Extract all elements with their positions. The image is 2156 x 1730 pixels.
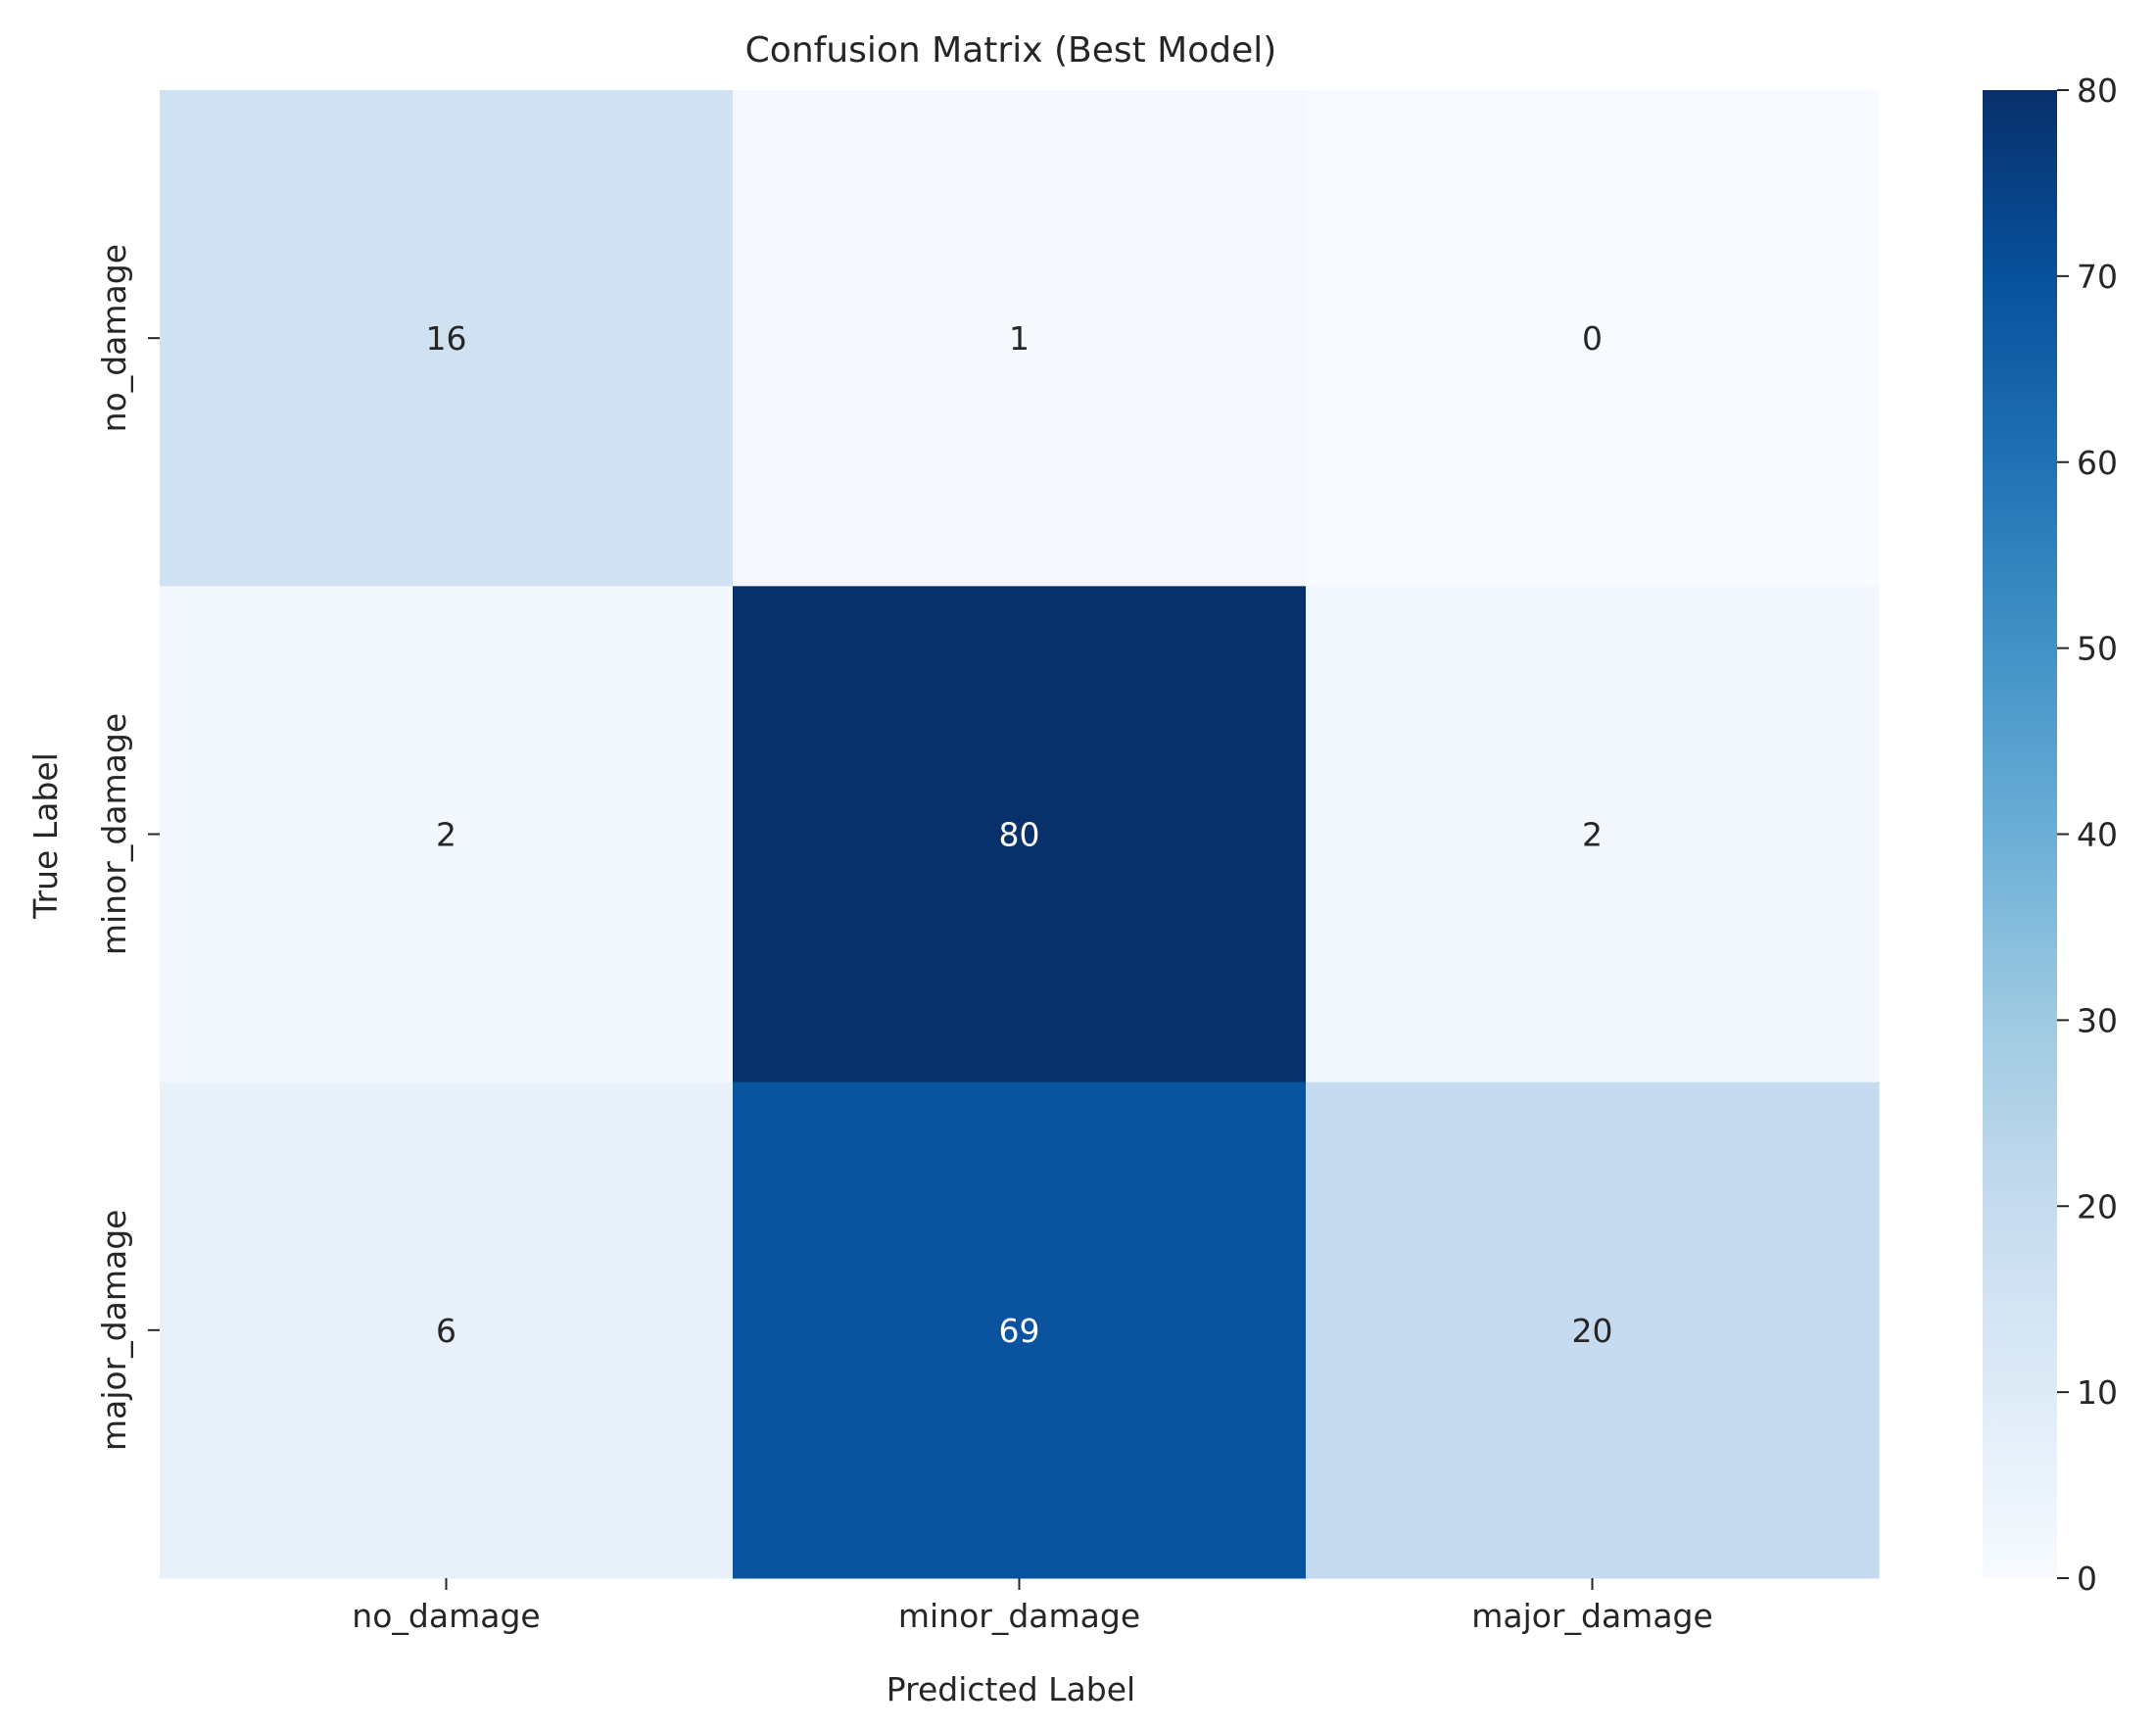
y-tick-label: no_damage — [95, 244, 133, 432]
colorbar-tick-label: 60 — [2077, 444, 2118, 482]
cell-value-label: 2 — [436, 816, 456, 854]
cell-value-label: 2 — [1582, 816, 1603, 854]
heatmap-cell — [1306, 90, 1880, 587]
cell-value-label: 16 — [426, 319, 467, 358]
y-tick-label: major_damage — [95, 1210, 133, 1452]
cell-value-label: 69 — [999, 1312, 1040, 1350]
heatmap-cell-labels: 16 1 0 2 80 2 6 69 20 — [426, 319, 1613, 1350]
y-tick-label: minor_damage — [95, 713, 133, 955]
chart-title: Confusion Matrix (Best Model) — [745, 30, 1277, 71]
colorbar-tick-label: 80 — [2077, 72, 2118, 110]
heatmap-cell — [1306, 586, 1880, 1083]
colorbar-tick-label: 20 — [2077, 1187, 2118, 1225]
heatmap-cell — [733, 586, 1307, 1083]
heatmap-cell — [160, 90, 734, 587]
x-axis: no_damage minor_damage major_damage — [352, 1578, 1713, 1635]
x-axis-label: Predicted Label — [886, 1670, 1135, 1708]
heatmap-cell — [733, 90, 1307, 587]
colorbar — [1983, 90, 2057, 1578]
y-axis: no_damage minor_damage major_damage — [95, 244, 160, 1451]
x-tick-label: no_damage — [352, 1597, 540, 1635]
y-axis-label: True Label — [26, 752, 65, 920]
colorbar-tick-label: 70 — [2077, 258, 2118, 296]
heatmap-cells — [160, 90, 1880, 1579]
x-tick-label: major_damage — [1471, 1597, 1713, 1635]
colorbar-ticks: 0 10 20 30 40 50 60 70 80 — [2057, 72, 2118, 1598]
cell-value-label: 0 — [1582, 319, 1603, 358]
cell-value-label: 6 — [436, 1312, 456, 1350]
heatmap-cell — [160, 1081, 734, 1579]
colorbar-tick-label: 40 — [2077, 816, 2118, 854]
heatmap-cell — [160, 586, 734, 1083]
colorbar-tick-label: 50 — [2077, 630, 2118, 668]
colorbar-tick-label: 10 — [2077, 1373, 2118, 1412]
cell-value-label: 80 — [999, 816, 1040, 854]
cell-value-label: 20 — [1572, 1312, 1613, 1350]
x-tick-label: minor_damage — [898, 1597, 1140, 1635]
heatmap-cell — [1306, 1081, 1880, 1579]
colorbar-tick-label: 30 — [2077, 1001, 2118, 1039]
heatmap-cell — [733, 1081, 1307, 1579]
colorbar-tick-label: 0 — [2077, 1560, 2097, 1598]
cell-value-label: 1 — [1009, 319, 1030, 358]
